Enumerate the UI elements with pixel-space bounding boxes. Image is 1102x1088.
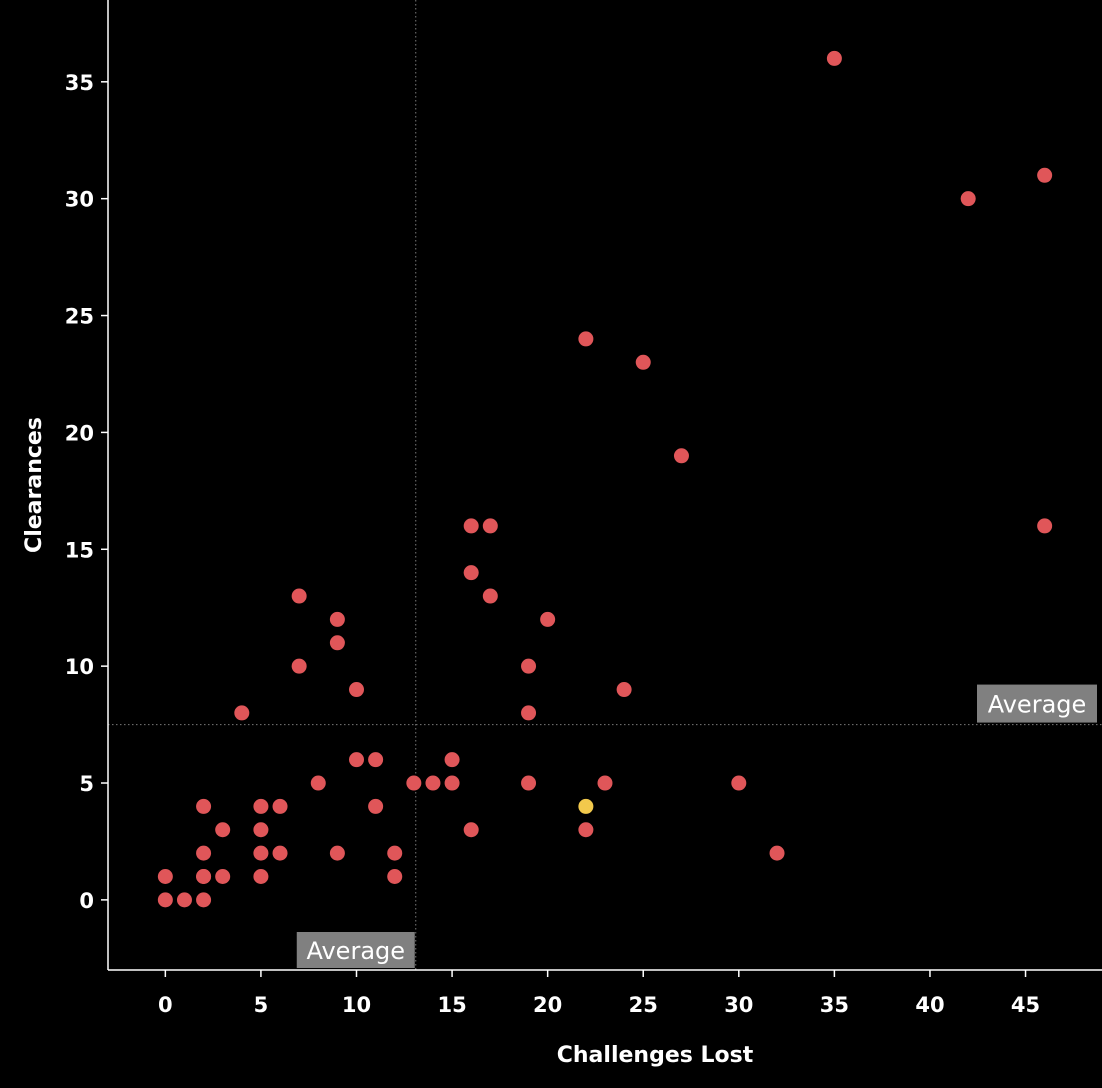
y-tick-label: 15 [65,538,94,562]
x-tick-label: 5 [254,993,269,1017]
x-tick-label: 25 [629,993,658,1017]
x-axis-ticks: 0 5 10 15 20 25 30 35 40 45 [158,970,1040,1017]
data-point[interactable] [482,588,498,604]
data-point[interactable] [540,611,556,627]
data-point[interactable] [1037,518,1053,534]
data-point[interactable] [291,658,307,674]
data-point[interactable] [521,775,537,791]
data-point[interactable] [368,798,384,814]
data-point[interactable] [291,588,307,604]
x-axis-title: Challenges Lost [557,1043,754,1068]
data-point[interactable] [616,682,632,698]
axes [107,0,1102,971]
data-point[interactable] [769,845,785,861]
data-point[interactable] [329,635,345,651]
data-point[interactable] [215,822,231,838]
x-average-label-text: Average [306,937,405,965]
data-point[interactable] [157,869,173,885]
y-axis-ticks: 0 5 10 15 20 25 30 35 [65,71,108,913]
x-tick-label: 15 [437,993,466,1017]
data-point[interactable] [578,822,594,838]
data-point[interactable] [482,518,498,534]
y-tick-label: 5 [79,772,94,796]
y-average-label-box [977,684,1097,723]
data-point[interactable] [387,845,403,861]
data-point[interactable] [387,869,403,885]
x-tick-label: 35 [820,993,849,1017]
data-point[interactable] [253,845,269,861]
x-tick-label: 40 [915,993,944,1017]
y-tick-label: 0 [79,889,94,913]
y-tick-label: 25 [65,305,94,329]
y-tick-label: 35 [65,71,94,95]
data-point[interactable] [444,775,460,791]
y-tick-label: 30 [65,188,94,212]
data-point[interactable] [960,191,976,207]
highlighted-data-point[interactable] [578,798,594,814]
y-tick-label: 10 [65,655,94,679]
data-point[interactable] [196,845,212,861]
data-point[interactable] [406,775,422,791]
y-average-label: Average [977,684,1097,723]
data-point[interactable] [234,705,250,721]
data-point[interactable] [253,798,269,814]
data-point[interactable] [635,354,651,370]
data-points [157,50,1053,908]
data-point[interactable] [196,869,212,885]
data-point[interactable] [176,892,192,908]
data-point[interactable] [253,869,269,885]
data-point[interactable] [463,518,479,534]
x-tick-label: 20 [533,993,562,1017]
data-point[interactable] [310,775,326,791]
data-point[interactable] [673,448,689,464]
data-point[interactable] [463,822,479,838]
y-tick-label: 20 [65,421,94,445]
reference-lines [108,0,1102,970]
y-axis-title: Clearances [22,417,47,553]
x-tick-label: 10 [342,993,371,1017]
reference-labels: Average Average [296,684,1097,968]
data-point[interactable] [329,611,345,627]
data-point[interactable] [196,798,212,814]
x-average-label-box [296,932,415,968]
data-point[interactable] [196,892,212,908]
data-point[interactable] [157,892,173,908]
x-average-label: Average [296,932,415,968]
x-tick-label: 45 [1011,993,1040,1017]
data-point[interactable] [463,565,479,581]
data-point[interactable] [444,752,460,768]
x-tick-label: 30 [724,993,753,1017]
data-point[interactable] [521,705,537,721]
data-point[interactable] [329,845,345,861]
data-point[interactable] [349,752,364,768]
data-point[interactable] [368,752,384,768]
data-point[interactable] [1037,167,1053,183]
data-point[interactable] [349,682,364,698]
data-point[interactable] [425,775,441,791]
data-point[interactable] [826,50,842,66]
data-point[interactable] [597,775,613,791]
y-average-label-text: Average [988,691,1087,719]
data-point[interactable] [578,331,594,347]
data-point[interactable] [521,658,537,674]
x-tick-label: 0 [158,993,173,1017]
data-point[interactable] [272,798,288,814]
data-point[interactable] [215,869,231,885]
data-point[interactable] [731,775,747,791]
data-point[interactable] [253,822,269,838]
data-point[interactable] [272,845,288,861]
